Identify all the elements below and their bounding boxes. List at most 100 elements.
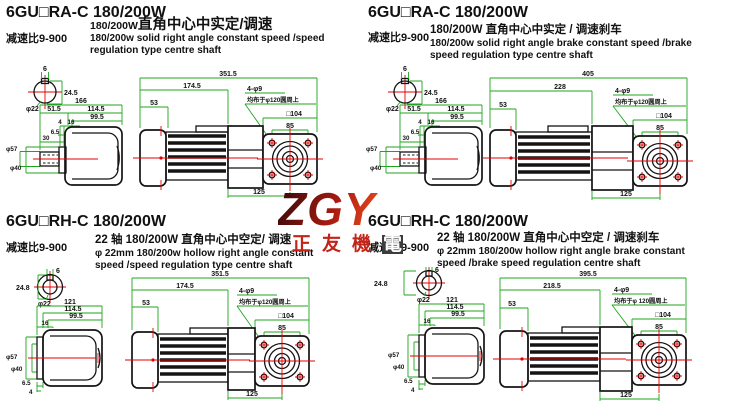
dim-side-16: 16 — [424, 318, 431, 325]
dim-overall-length: 395.5 — [579, 271, 597, 278]
dim-bolt-cc: 85 — [278, 325, 286, 332]
desc-en1-tl: 180/200w solid right angle constant spee… — [90, 32, 325, 44]
model-title-bl: 6GU□RH-C 180/200W — [6, 213, 166, 230]
gear-column-lines — [228, 353, 255, 373]
dim-side-4: 4 — [418, 119, 422, 126]
dim-front-width: 53 — [150, 100, 158, 107]
center-mark — [509, 156, 513, 160]
shaft-circle — [393, 80, 417, 104]
center-lines — [133, 126, 323, 191]
keyway-hidden — [403, 154, 418, 164]
terminal-ledge — [547, 125, 589, 133]
dim-side-overall: 166 — [75, 98, 87, 105]
dim-face-offset: 125 — [246, 391, 258, 398]
motor-fins — [530, 336, 598, 375]
gearhead-side-view: 121 114.5 99.5 16 φ57 φ40 6.5 4 — [388, 297, 485, 394]
dim-face-offset: 125 — [620, 191, 632, 198]
brand-char-1: 正 — [292, 234, 312, 255]
dim-square-size: □104 — [656, 113, 672, 120]
dim-side-b: 114.5 — [447, 106, 464, 113]
dim-side-65: 6.5 — [411, 129, 420, 136]
motor-fins — [168, 134, 226, 173]
desc-cn-tr: 180/200W 直角中心中实定 / 调速刹车 — [430, 24, 622, 36]
shaft-circle — [33, 80, 57, 104]
gearhead-side-view: 121 114.5 99.5 16 φ57 φ40 6.5 4 — [6, 299, 103, 396]
dim-bolt-note: 均布于φ120圆周上 — [247, 96, 300, 104]
drawing-tr: 6 24.5 φ22 166 51.5 114.5 99.5 4 16 6.5 … — [366, 66, 693, 200]
gearbox-inner — [72, 132, 119, 180]
terminal-ledge — [561, 326, 601, 334]
motor-fins — [518, 135, 590, 174]
dim-side-65: 6.5 — [22, 380, 31, 387]
desc-cn-bl: 22 轴 180/200W 直角中心中空定/ 调速 — [95, 234, 292, 246]
gearbox-outline — [424, 126, 483, 186]
ratio-label-tr: 减速比9-900 — [368, 32, 430, 44]
watermark: ZGY 正 友 機 電 — [278, 186, 404, 255]
gearhead-side-view: 166 51.5 114.5 99.5 4 16 6.5 30 φ57 φ40 — [6, 98, 123, 186]
dim-flange-dia: φ57 — [6, 354, 18, 361]
dim-side-overall: 121 — [64, 299, 76, 306]
gearbox-bulge — [116, 145, 120, 171]
drawing-br: 6 24.8 φ22 121 114.5 99.5 16 φ57 φ40 6.5… — [374, 267, 692, 401]
center-lines — [493, 327, 692, 393]
dim-side-c: 99.5 — [451, 311, 465, 318]
gearhead-side-view: 166 51.5 114.5 99.5 4 16 6.5 30 φ57 φ40 — [366, 98, 483, 186]
motor-assembly-view: 351.5 174.5 53 4-φ9 均布于φ120圆周上 □104 85 1… — [133, 71, 323, 198]
description-bl: 22 轴 180/200W 直角中心中空定/ 调速 φ 22mm 180/200… — [95, 234, 313, 273]
hollow-shaft-end-view: 6 24.8 φ22 — [374, 267, 445, 304]
keyway — [40, 77, 50, 85]
ratio-label-tl: 减速比9-900 — [6, 33, 68, 45]
dim-side-b: 114.5 — [446, 304, 463, 311]
dim-side-16: 16 — [42, 320, 49, 327]
dim-bore-dia: φ40 — [393, 364, 405, 371]
dim-side-c: 99.5 — [450, 114, 464, 121]
gearbox-inner — [432, 132, 479, 180]
dim-overall-length: 351.5 — [211, 271, 229, 278]
dim-shaft-dia: φ22 — [38, 301, 51, 308]
dim-end-height: 24.8 — [374, 281, 388, 288]
center-lines — [483, 126, 693, 194]
motor-assembly-view: 351.5 174.5 53 4-φ9 均布于φ120圆周上 □104 85 1… — [125, 271, 315, 400]
dim-face-offset: 125 — [253, 189, 265, 196]
desc-cn-prefix-tl: 180/200W — [90, 20, 138, 32]
dim-bolt-note: 均布于φ 120圆周上 — [614, 297, 668, 305]
desc-en1-br: φ 22mm 180/200w hollow right angle brake… — [437, 245, 685, 257]
dim-end-height: 24.5 — [424, 90, 438, 97]
gearbox-outline — [64, 126, 123, 186]
dim-side-30: 30 — [43, 135, 50, 142]
dim-side-4: 4 — [29, 389, 33, 396]
brand-char-4: 電 — [382, 234, 404, 255]
dim-side-overall: 166 — [435, 98, 447, 105]
dim-flange-dia: φ57 — [6, 146, 18, 153]
dim-overall-length: 351.5 — [219, 71, 237, 78]
dim-square-size: □104 — [286, 111, 302, 118]
gear-column-lines — [592, 151, 633, 171]
terminal-ledge — [195, 125, 233, 133]
gear-column — [227, 327, 256, 391]
desc-en2-tl: regulation type centre shaft — [90, 45, 222, 56]
dim-front-width: 53 — [142, 300, 150, 307]
terminal-ledge — [189, 327, 229, 335]
desc-en1-bl: φ 22mm 180/200w hollow right angle const… — [95, 247, 314, 259]
model-title-br: 6GU□RH-C 180/200W — [368, 213, 528, 230]
dim-bolt-holes: 4-φ9 — [615, 88, 630, 95]
dim-side-a: 51.5 — [407, 106, 421, 113]
desc-en1-tr: 180/200w solid right angle brake constan… — [430, 37, 692, 49]
dim-side-c: 99.5 — [69, 313, 83, 320]
gearbox-bulge — [97, 347, 101, 369]
model-title-tl: 6GU□RA-C 180/200W — [6, 4, 166, 21]
dim-front-width: 53 — [508, 301, 516, 308]
motor-assembly-view: 395.5 218.5 53 4-φ9 均布于φ 120圆周上 □104 85 … — [493, 271, 692, 401]
shaft-end-view: 6 24.5 φ22 — [26, 66, 78, 113]
dim-front-width: 53 — [499, 102, 507, 109]
center-line — [28, 353, 99, 363]
dim-bolt-holes: 4-φ9 — [239, 288, 254, 295]
brand-char-2: 友 — [322, 234, 342, 255]
gearbox-bulge — [479, 345, 483, 367]
desc-cn-br: 22 轴 180/200W 直角中心中空定 / 调速刹车 — [437, 232, 660, 244]
dim-motor-length: 228 — [554, 84, 566, 91]
dim-shaft-dia: φ22 — [386, 106, 399, 113]
dim-bolt-holes: 4-φ9 — [247, 86, 262, 93]
dim-flange-dia: φ57 — [366, 146, 378, 153]
dim-end-height: 24.5 — [64, 90, 78, 97]
